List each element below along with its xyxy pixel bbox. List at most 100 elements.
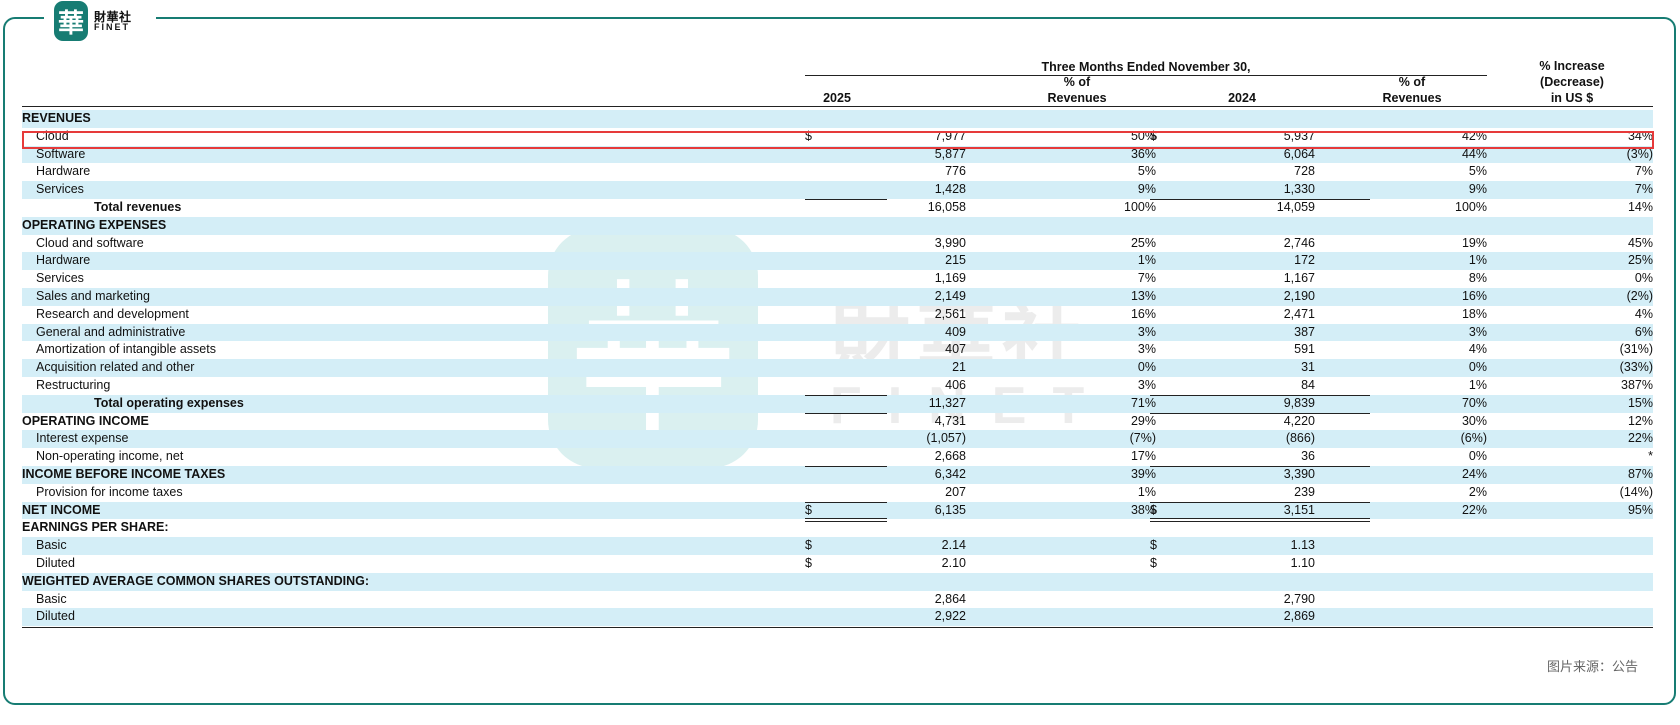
value-2025: 11,327	[928, 395, 966, 410]
currency-symbol-2025: $	[805, 555, 812, 570]
value-2024: 172	[1294, 253, 1315, 268]
pct-revenue-2025: 3%	[1137, 377, 1156, 392]
col-2024-header: 2024	[1228, 91, 1256, 105]
value-2024: 728	[1294, 164, 1315, 179]
row-label: Sales and marketing	[36, 288, 150, 303]
value-2025: 6,135	[934, 502, 966, 517]
pct-revenue-2025: 29%	[1130, 413, 1156, 428]
pct-change: 14%	[1627, 199, 1653, 214]
value-2024: 36	[1301, 449, 1315, 464]
pct-revenue-2025: 25%	[1130, 235, 1156, 250]
logo-name-cn: 財華社	[94, 9, 132, 24]
pct-revenue-2025: 7%	[1137, 271, 1156, 286]
pct-revenue-2024: 0%	[1468, 449, 1487, 464]
table-row: WEIGHTED AVERAGE COMMON SHARES OUTSTANDI…	[22, 572, 1653, 591]
pct-revenue-2024: 9%	[1468, 182, 1487, 197]
pct-revenue-2025: 38%	[1130, 502, 1156, 517]
pct-revenue-2024: 0%	[1468, 360, 1487, 375]
row-label: Hardware	[36, 253, 91, 268]
row-label: Diluted	[36, 555, 75, 570]
table-body: REVENUES Cloud $7,977 50% $5,937 42% 34% Softwa…	[22, 110, 1653, 629]
value-2025: 7,977	[934, 128, 966, 143]
value-2025: 776	[945, 164, 966, 179]
table-row: Total operating expenses 11,327 71% 9,839 70…	[22, 394, 1653, 413]
row-label: Software	[36, 146, 86, 161]
value-2024: 84	[1301, 377, 1315, 392]
subtotal-rule	[805, 465, 887, 467]
row-label: Interest expense	[36, 431, 129, 446]
table-row: Sales and marketing 2,149 13% 2,190 16% (2%)	[22, 287, 1653, 306]
value-2025: 16,058	[927, 199, 966, 214]
value-2025: 21	[952, 360, 966, 375]
table-row: Acquisition related and other 21 0% 31 0% (33…	[22, 359, 1653, 377]
col-change-line3: in US $	[1550, 91, 1594, 105]
pct-change: (33%)	[1619, 360, 1653, 375]
value-2025: 2,561	[934, 306, 966, 321]
value-2025: 3,990	[934, 235, 966, 250]
value-2024: 591	[1294, 342, 1315, 357]
row-label: Acquisition related and other	[36, 360, 195, 375]
table-row: Restructuring 406 3% 84 1% 387%	[22, 377, 1653, 395]
col-pct-2024-line2: Revenues	[1382, 91, 1442, 105]
header-rule	[22, 106, 1653, 107]
row-label: WEIGHTED AVERAGE COMMON SHARES OUTSTANDI…	[22, 573, 369, 588]
value-2024: 2,471	[1283, 306, 1315, 321]
table-row: INCOME BEFORE INCOME TAXES 6,342 39% 3,390 2…	[22, 465, 1653, 484]
col-pct-2025-line2: Revenues	[1047, 91, 1107, 105]
value-2025: 1,428	[934, 182, 966, 197]
value-2025: (1,057)	[926, 431, 966, 446]
table-row: Basic 2,864 2,790	[22, 591, 1653, 609]
value-2025: 409	[945, 324, 966, 339]
pct-revenue-2024: 44%	[1461, 146, 1487, 161]
pct-revenue-2025: 9%	[1137, 182, 1156, 197]
double-underline	[1150, 517, 1370, 522]
row-label: EARNINGS PER SHARE:	[22, 520, 169, 535]
pct-change: 45%	[1627, 235, 1653, 250]
logo-text: 財華社 FINET	[94, 11, 132, 32]
pct-revenue-2025: 39%	[1130, 466, 1156, 481]
value-2025: 2,668	[934, 449, 966, 464]
pct-revenue-2024: 5%	[1468, 164, 1487, 179]
pct-revenue-2025: 3%	[1137, 342, 1156, 357]
pct-revenue-2025: 3%	[1137, 324, 1156, 339]
currency-symbol-2025: $	[805, 538, 812, 553]
table-row: Total revenues 16,058 100% 14,059 100% 14%	[22, 198, 1653, 217]
pct-change: 87%	[1627, 466, 1653, 481]
value-2025: 2,149	[934, 288, 966, 303]
row-label: NET INCOME	[22, 502, 101, 517]
value-2024: 3,390	[1283, 466, 1315, 481]
pct-revenue-2025: 5%	[1137, 164, 1156, 179]
table-row: OPERATING INCOME 4,731 29% 4,220 30% 12%	[22, 412, 1653, 431]
pct-revenue-2024: 1%	[1468, 253, 1487, 268]
row-label: Provision for income taxes	[36, 484, 183, 499]
currency-symbol-2024: $	[1150, 502, 1157, 517]
pct-change: (14%)	[1619, 484, 1653, 499]
value-2024: 387	[1294, 324, 1315, 339]
value-2024: 2,790	[1283, 591, 1315, 606]
subtotal-rule	[1150, 501, 1370, 503]
table-row: Hardware 215 1% 172 1% 25%	[22, 252, 1653, 271]
pct-change: 7%	[1634, 164, 1653, 179]
col-pct-2025-header: % of Revenues	[1022, 74, 1132, 106]
pct-change: 22%	[1627, 431, 1653, 446]
value-2025: 406	[945, 377, 966, 392]
pct-revenue-2025: (7%)	[1129, 431, 1156, 446]
pct-change: 7%	[1634, 182, 1653, 197]
value-2024: 14,059	[1276, 199, 1315, 214]
row-label: Diluted	[36, 609, 75, 624]
value-2025: 207	[945, 484, 966, 499]
subtotal-rule	[1150, 394, 1370, 396]
table-row: Basic $2.14 $1.13	[22, 537, 1653, 555]
table-row: Amortization of intangible assets 407 3% 59…	[22, 341, 1653, 359]
pct-change: (31%)	[1619, 342, 1653, 357]
image-source-note: 图片来源：公告	[1546, 659, 1638, 674]
value-2024: 2,746	[1283, 235, 1315, 250]
subtotal-rule	[805, 501, 887, 503]
value-2024: 1,330	[1283, 182, 1315, 197]
row-label: Total revenues	[94, 199, 182, 214]
pct-change: 25%	[1627, 253, 1653, 268]
pct-revenue-2025: 71%	[1130, 395, 1156, 410]
value-2025: 2,922	[934, 609, 966, 624]
pct-revenue-2025: 100%	[1124, 199, 1156, 214]
table-row: REVENUES	[22, 110, 1653, 128]
